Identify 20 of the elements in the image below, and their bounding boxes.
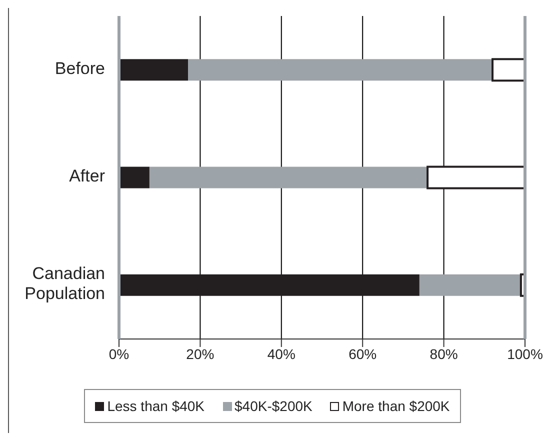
x-tick-label: 100%	[507, 346, 543, 362]
legend-label: $40K-$200K	[234, 398, 312, 414]
y-tick-label: After	[69, 166, 106, 186]
bar	[119, 274, 420, 296]
x-tick-label: 40%	[267, 346, 296, 362]
bar	[149, 166, 428, 188]
legend-label: Less than $40K	[106, 398, 205, 414]
x-tick-label: 0%	[108, 346, 130, 362]
x-tick-label: 20%	[186, 346, 214, 362]
bar	[119, 59, 188, 81]
bar	[426, 166, 525, 190]
legend-label: More than $200K	[341, 398, 450, 414]
bar	[188, 59, 493, 81]
x-tick-label: 60%	[348, 346, 377, 362]
x-tick-label: 80%	[430, 346, 458, 362]
y-tick-label: Canadian Population	[24, 264, 105, 304]
y-tick-label: Before	[54, 59, 105, 78]
bar	[492, 58, 525, 82]
bar	[419, 274, 521, 296]
bar	[119, 166, 150, 188]
